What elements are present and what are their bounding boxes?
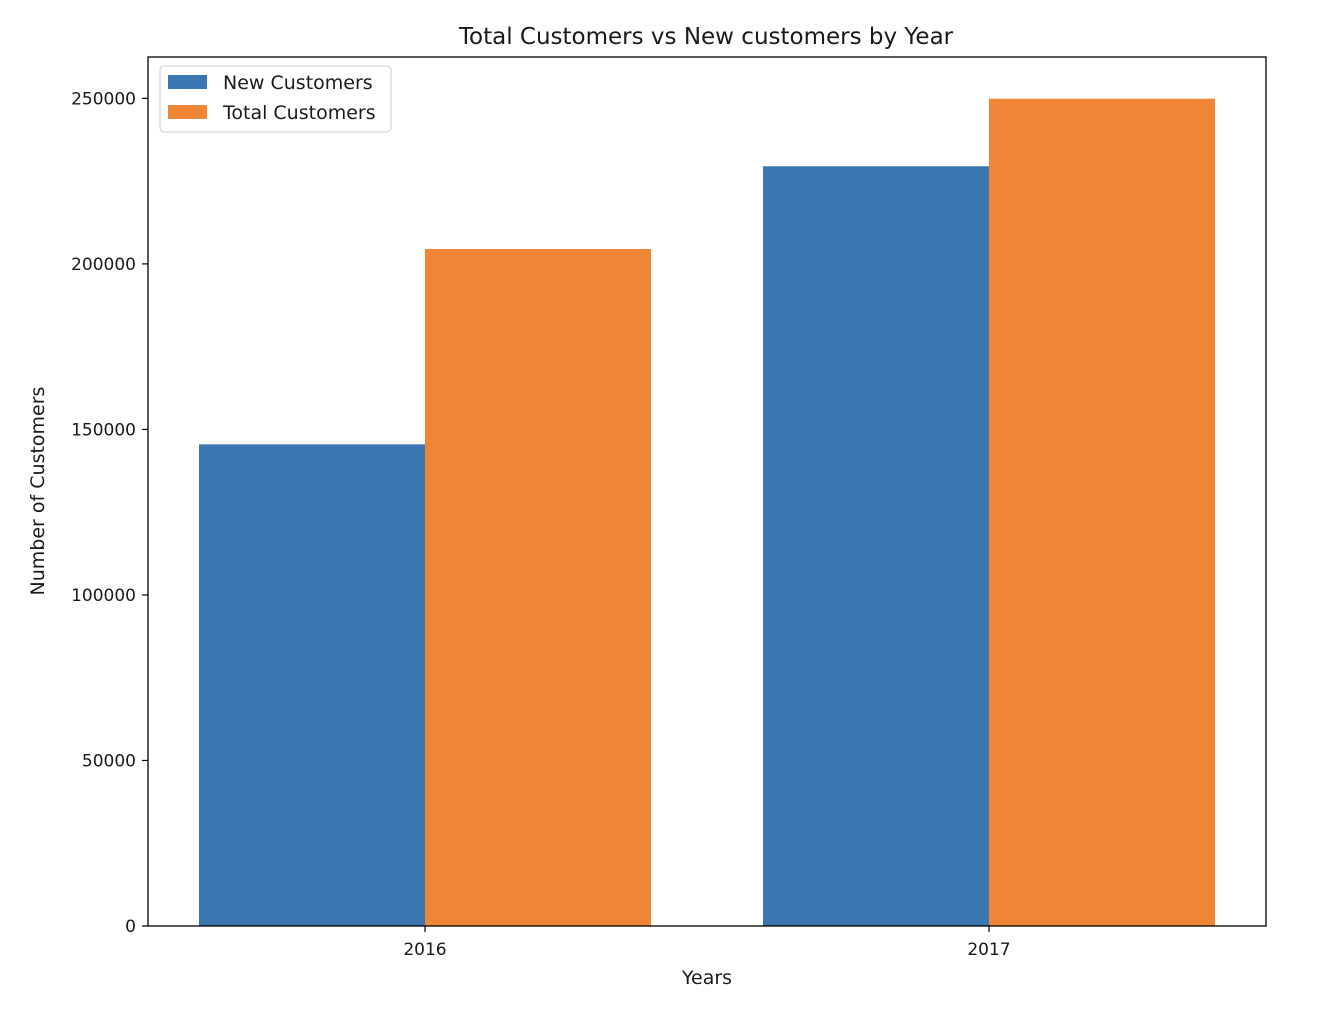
legend-box [159,65,392,133]
y-tick-label: 250000 [71,89,136,109]
bars-layer [199,98,1215,927]
y-tick-label: 150000 [71,420,136,440]
y-tick-label: 200000 [71,255,136,275]
plot-frame [147,56,1267,927]
x-tick-label: 2016 [403,940,446,960]
y-axis-label: Number of Customers [27,387,49,596]
chart-title: Total Customers vs New customers by Year [458,24,954,50]
y-tick-label: 100000 [71,586,136,606]
x-axis-label: Years [681,967,732,989]
y-tick-label: 50000 [82,751,136,771]
bar-new-customers-2016 [199,444,425,926]
y-tick-label: 0 [125,917,136,937]
legend-swatch [168,105,207,119]
bar-total-customers-2016 [425,249,651,926]
legend-label: Total Customers [222,102,376,124]
x-tick-label: 2017 [967,940,1010,960]
legend-swatch [168,75,207,89]
legend-label: New Customers [223,72,373,94]
bar-new-customers-2017 [763,166,989,926]
ticks-layer: 0 50000 100000 150000 200000 250000 2016 2017 [71,89,1011,960]
bar-total-customers-2017 [989,98,1215,927]
legend: New Customers Total Customers [159,65,392,133]
